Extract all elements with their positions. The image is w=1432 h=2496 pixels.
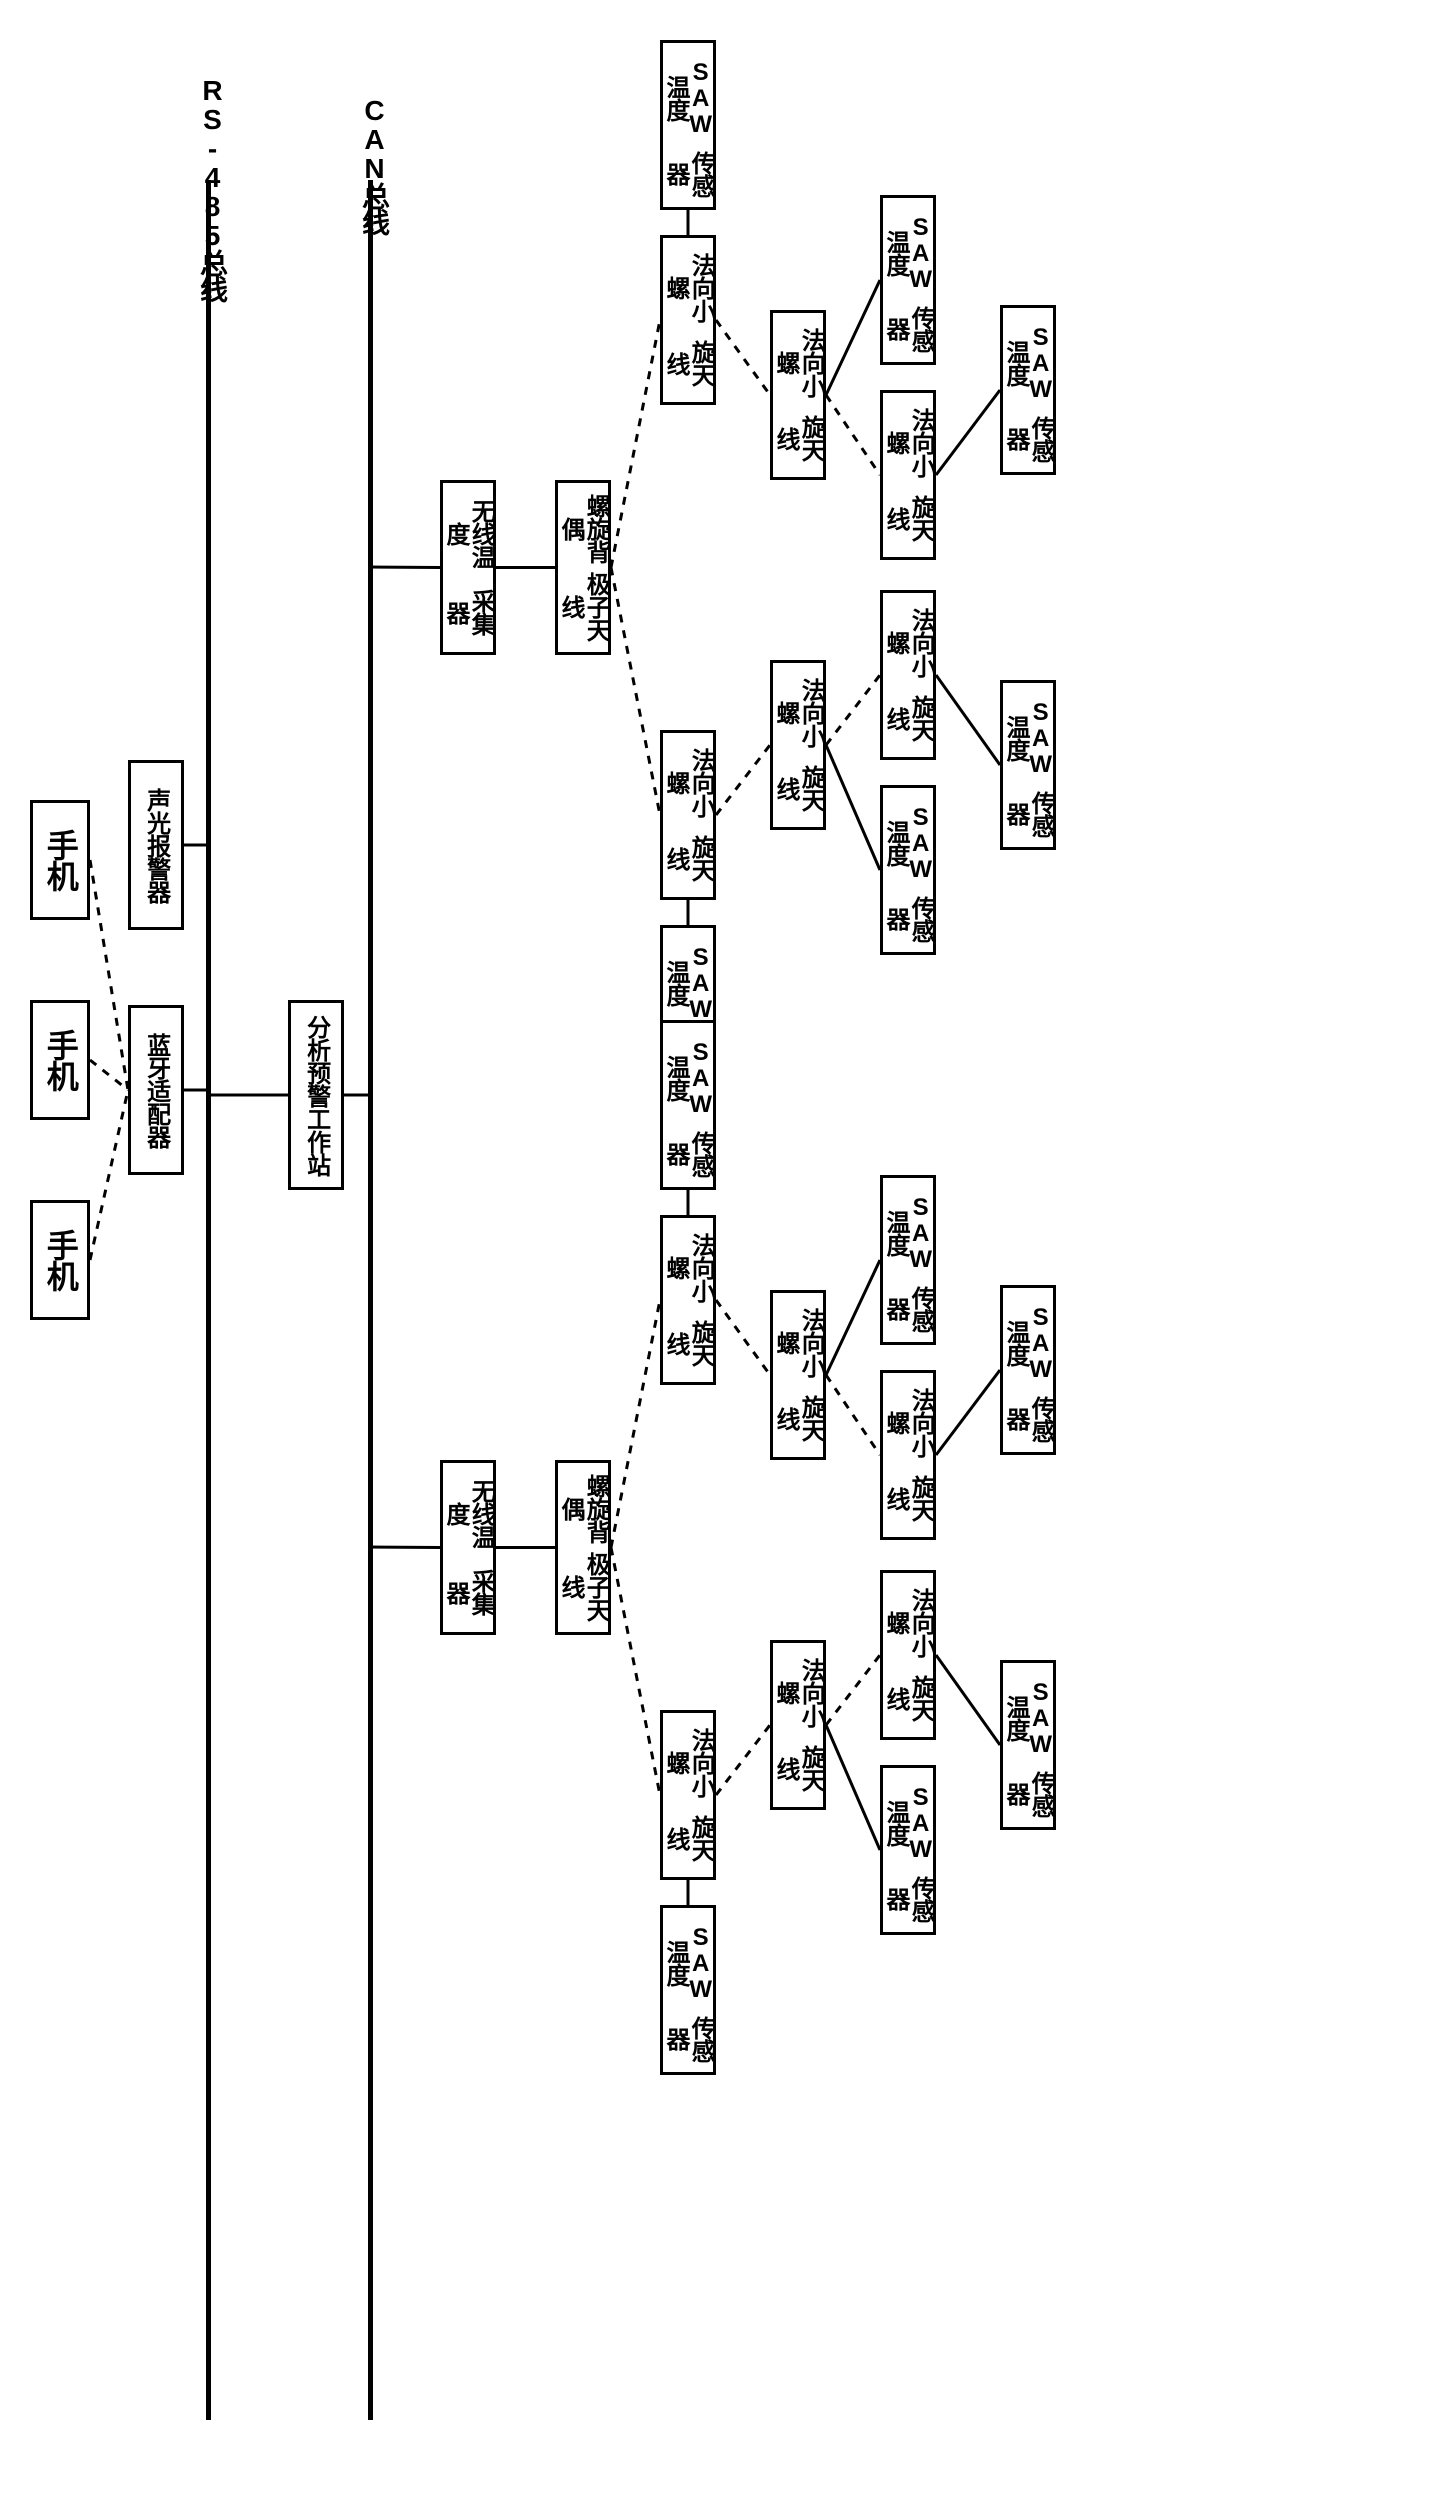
diagram-canvas: RS-485总线CAN总线手机手机手机蓝牙适配器声光报警器分析预警工作站无线温度… [0,0,1432,2496]
node-hub1: 螺旋背偶极子天线 [555,480,611,655]
node-fx1d: 法向小螺旋天线 [770,660,826,830]
node-fx2c: 法向小螺旋天线 [770,1290,826,1460]
node-fx1f: 法向小螺旋天线 [880,590,936,760]
node-col1: 无线温度采集器 [440,480,496,655]
node-saw2d: SAW温度传感器 [880,1765,936,1935]
node-saw2a: SAW温度传感器 [660,1020,716,1190]
node-fx2b: 法向小螺旋天线 [660,1710,716,1880]
node-phone1: 手机 [30,800,90,920]
node-saw1a: SAW温度传感器 [660,40,716,210]
node-col2: 无线温度采集器 [440,1460,496,1635]
node-saw1f: SAW温度传感器 [1000,680,1056,850]
node-fx1b: 法向小螺旋天线 [660,730,716,900]
node-fx1c: 法向小螺旋天线 [770,310,826,480]
node-fx2d: 法向小螺旋天线 [770,1640,826,1810]
node-saw1c: SAW温度传感器 [880,195,936,365]
node-fx2e: 法向小螺旋天线 [880,1370,936,1540]
node-fx1e: 法向小螺旋天线 [880,390,936,560]
node-saw1e: SAW温度传感器 [1000,305,1056,475]
bus-label-rs485: RS-485总线 [192,75,232,301]
node-saw2b: SAW温度传感器 [660,1905,716,2075]
bus-line-can [368,180,373,2420]
node-fx1a: 法向小螺旋天线 [660,235,716,405]
node-hub2: 螺旋背偶极子天线 [555,1460,611,1635]
bus-line-rs485 [206,180,211,2420]
node-bt: 蓝牙适配器 [128,1005,184,1175]
node-ws: 分析预警工作站 [288,1000,344,1190]
node-saw2f: SAW温度传感器 [1000,1660,1056,1830]
node-fx2f: 法向小螺旋天线 [880,1570,936,1740]
node-fx2a: 法向小螺旋天线 [660,1215,716,1385]
node-saw1d: SAW温度传感器 [880,785,936,955]
node-phone3: 手机 [30,1200,90,1320]
bus-label-can: CAN总线 [354,95,394,234]
node-phone2: 手机 [30,1000,90,1120]
node-saw2e: SAW温度传感器 [1000,1285,1056,1455]
node-saw2c: SAW温度传感器 [880,1175,936,1345]
node-alarm: 声光报警器 [128,760,184,930]
